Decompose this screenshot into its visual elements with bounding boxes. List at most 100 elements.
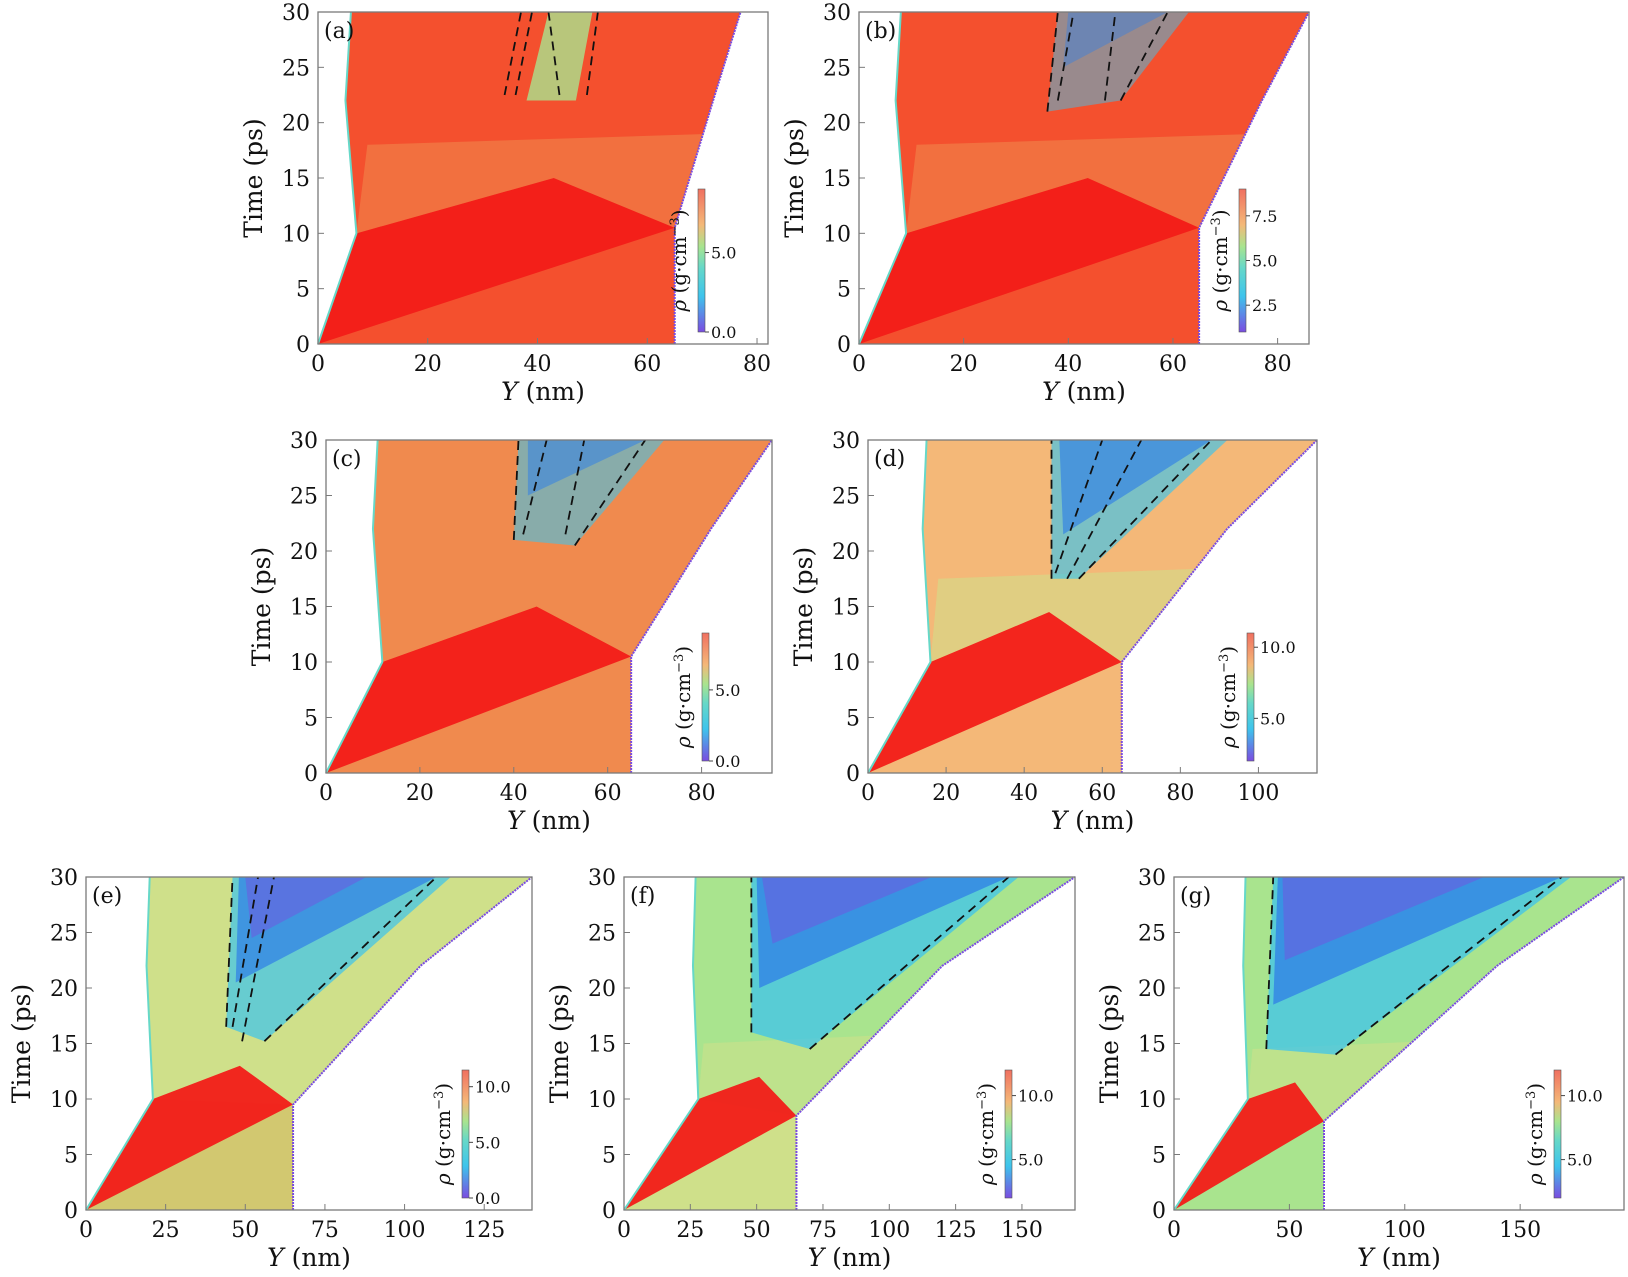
colorbar-tick-label: 5.0 bbox=[1260, 709, 1285, 728]
colorbar-tick-label: 5.0 bbox=[1252, 252, 1277, 271]
colorbar-tick-label: 10.0 bbox=[475, 1078, 511, 1097]
rarefaction-core bbox=[1059, 440, 1212, 535]
y-tick-label: 0 bbox=[296, 333, 310, 358]
rarefaction-core bbox=[756, 877, 1009, 988]
x-tick-label: 60 bbox=[1159, 352, 1187, 377]
left-boundary bbox=[1173, 876, 1249, 1211]
y-tick-label: 10 bbox=[1138, 1088, 1166, 1113]
colorbar-label: ρ (g·cm−3) bbox=[671, 646, 695, 749]
x-tick-label: 60 bbox=[594, 781, 622, 806]
y-tick-label: 30 bbox=[50, 866, 78, 891]
y-tick-label: 30 bbox=[588, 866, 616, 891]
y-tick-label: 15 bbox=[823, 167, 851, 192]
y-tick-label: 15 bbox=[588, 1033, 616, 1058]
y-tick-label: 30 bbox=[823, 1, 851, 26]
dashed-line-1 bbox=[512, 439, 520, 540]
panel-label: (c) bbox=[332, 447, 362, 472]
y-tick-label: 20 bbox=[832, 540, 860, 565]
dashed-line-4 bbox=[574, 439, 646, 546]
y-axis-label: Time (ps) bbox=[1095, 984, 1124, 1103]
dashed-line-1 bbox=[225, 876, 234, 1027]
x-tick-label: 75 bbox=[311, 1218, 339, 1243]
x-tick-label: 60 bbox=[1088, 781, 1116, 806]
colorbar-tick-label: 5.0 bbox=[715, 681, 740, 700]
x-tick-label: 0 bbox=[1167, 1218, 1181, 1243]
colorbar-tick-label: 10.0 bbox=[1567, 1087, 1603, 1106]
dashed-line-1 bbox=[1265, 876, 1275, 1050]
x-tick-label: 40 bbox=[524, 352, 552, 377]
right-boundary bbox=[292, 876, 533, 1210]
transition-zone bbox=[906, 133, 1262, 234]
y-tick-label: 0 bbox=[64, 1199, 78, 1224]
right-boundary bbox=[1198, 11, 1310, 344]
x-axis-label: Y (nm) bbox=[507, 806, 591, 835]
x-axis-label: Y (nm) bbox=[501, 377, 585, 406]
x-axis-label: Y (nm) bbox=[1357, 1243, 1441, 1272]
colorbar-label: ρ (g·cm−3) bbox=[667, 209, 691, 312]
colorbar-tick-label: 10.0 bbox=[1260, 638, 1296, 657]
panel-g: 0 50 100 150 0 5 10 15 20 25 30 Y (nm) Time (ps) (g) 5… bbox=[1095, 866, 1625, 1272]
x-tick-label: 100 bbox=[1237, 781, 1279, 806]
y-tick-label: 0 bbox=[837, 333, 851, 358]
colorbar-tick-label: 0.0 bbox=[715, 752, 740, 771]
y-tick-label: 5 bbox=[602, 1144, 616, 1169]
y-tick-label: 10 bbox=[823, 222, 851, 247]
rarefaction-core bbox=[527, 440, 646, 496]
x-tick-label: 50 bbox=[743, 1218, 771, 1243]
transition-zone bbox=[356, 133, 714, 234]
colorbar-label: ρ (g·cm−3) bbox=[1523, 1083, 1547, 1186]
left-boundary bbox=[317, 11, 358, 345]
x-tick-label: 20 bbox=[932, 781, 960, 806]
dashed-line-2 bbox=[1334, 876, 1563, 1056]
y-tick-label: 5 bbox=[304, 707, 318, 732]
compressed-wedge bbox=[86, 1065, 294, 1210]
y-tick-label: 10 bbox=[290, 651, 318, 676]
transition-zone bbox=[930, 567, 1228, 662]
y-tick-label: 25 bbox=[50, 922, 78, 947]
compressed-wedge bbox=[326, 606, 632, 773]
y-tick-label: 25 bbox=[290, 485, 318, 510]
y-tick-label: 5 bbox=[837, 278, 851, 303]
y-tick-label: 20 bbox=[823, 112, 851, 137]
x-tick-label: 150 bbox=[1001, 1218, 1043, 1243]
x-tick-label: 100 bbox=[384, 1218, 426, 1243]
y-tick-label: 10 bbox=[588, 1088, 616, 1113]
right-boundary bbox=[1323, 876, 1625, 1210]
dashed-line-4 bbox=[1078, 439, 1213, 580]
rarefaction-core bbox=[235, 877, 437, 983]
y-tick-label: 10 bbox=[50, 1088, 78, 1113]
y-tick-label: 25 bbox=[588, 922, 616, 947]
left-boundary bbox=[867, 439, 932, 774]
rarefaction-deep bbox=[1282, 877, 1485, 961]
right-boundary bbox=[630, 439, 773, 773]
rarefaction-core bbox=[1273, 877, 1562, 1005]
y-tick-label: 15 bbox=[50, 1033, 78, 1058]
x-axis-label: Y (nm) bbox=[267, 1243, 351, 1272]
panel-e: 0 25 50 75 100 125 0 5 10 15 20 25 30 Y (nm) Time (ps)… bbox=[7, 866, 533, 1272]
x-tick-label: 40 bbox=[500, 781, 528, 806]
x-tick-label: 80 bbox=[688, 781, 716, 806]
x-tick-label: 100 bbox=[1384, 1218, 1426, 1243]
x-tick-label: 20 bbox=[950, 352, 978, 377]
colorbar bbox=[461, 1069, 470, 1199]
panel-label: (d) bbox=[874, 447, 905, 472]
colorbar bbox=[701, 632, 710, 762]
y-tick-label: 0 bbox=[602, 1199, 616, 1224]
x-tick-label: 0 bbox=[861, 781, 875, 806]
colorbar-tick-label: 5.0 bbox=[711, 244, 736, 263]
y-tick-label: 10 bbox=[282, 222, 310, 247]
colorbar-tick-label: 2.5 bbox=[1252, 296, 1277, 315]
dashed-line-4 bbox=[263, 876, 438, 1042]
y-tick-label: 0 bbox=[846, 762, 860, 787]
y-axis-label: Time (ps) bbox=[7, 984, 36, 1103]
dashed-line-2 bbox=[1054, 439, 1104, 574]
colorbar bbox=[1553, 1069, 1562, 1199]
panel-label: (e) bbox=[92, 884, 122, 909]
y-tick-label: 25 bbox=[282, 56, 310, 81]
x-tick-label: 60 bbox=[633, 352, 661, 377]
y-tick-label: 30 bbox=[832, 429, 860, 454]
x-tick-label: 0 bbox=[617, 1218, 631, 1243]
rarefaction-core bbox=[1063, 12, 1168, 68]
left-boundary bbox=[325, 439, 384, 774]
x-tick-label: 0 bbox=[319, 781, 333, 806]
